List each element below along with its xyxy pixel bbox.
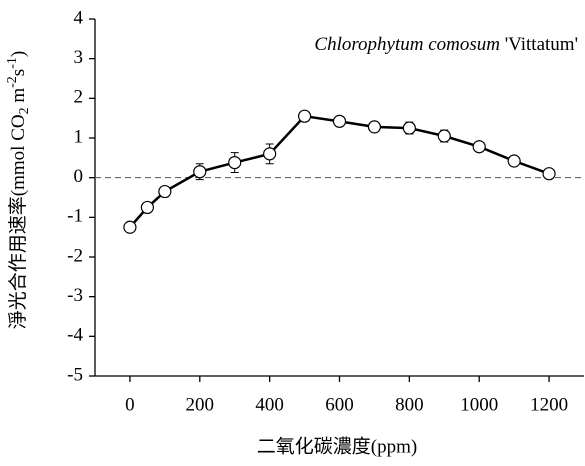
y-tick-label: 0 [74,166,84,187]
y-tick-label: -1 [67,206,83,227]
data-point [542,167,556,181]
data-point [472,140,486,154]
data-point [228,155,242,170]
x-axis-label: 二氧化碳濃度(ppm) [257,435,417,457]
y-tick-label: 1 [74,126,84,147]
annotation-species: Chlorophytum comosum [314,34,500,55]
data-point [158,184,172,199]
data-point [263,147,277,161]
x-tick-label: 1000 [460,394,498,415]
data-point [123,220,137,234]
x-tick-label: 1200 [530,394,568,415]
y-label-part: -2 [5,76,20,88]
y-label-part: -1 [5,57,20,69]
x-tick-label: 800 [395,394,424,415]
x-tick-label: 600 [325,394,354,415]
y-axis-label: 淨光合作用速率(mmol CO2 m-2s-1) [5,51,32,329]
y-tick-label: 3 [74,47,84,68]
y-tick-label: -3 [67,285,83,306]
data-point [332,114,347,128]
x-tick-label: 400 [255,394,284,415]
data-point [297,109,312,123]
y-label-part: s [8,69,29,76]
y-label-part: 2 [17,107,32,114]
y-tick-label: 2 [74,87,84,108]
annotation-cultivar: 'Vittatum' [500,34,578,55]
y-label-part: ) [8,51,29,57]
data-point [402,121,416,135]
x-tick-label: 0 [125,394,135,415]
y-tick-label: 4 [74,7,84,28]
series-line [128,114,550,229]
data-point [140,200,154,215]
data-point [367,120,382,134]
data-point [507,154,521,168]
y-tick-label: -4 [67,325,83,346]
y-label-part: m [8,88,29,108]
data-point [437,129,451,143]
x-tick-label: 200 [186,394,215,415]
data-point [193,165,207,179]
y-tick-label: -2 [67,245,83,266]
y-tick-label: -5 [67,364,83,385]
annotation: Chlorophytum comosum 'Vittatum' [314,34,578,55]
y-label-part: 淨光合作用速率(mmol CO [7,114,29,329]
